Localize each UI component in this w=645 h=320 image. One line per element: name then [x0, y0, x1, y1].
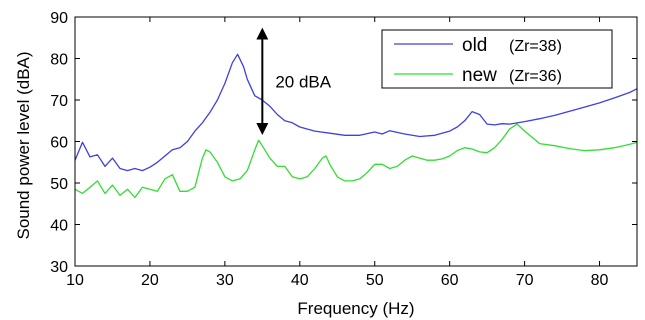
legend: old (Zr=38) new (Zr=36): [381, 29, 613, 89]
x-tick-label: 80: [591, 272, 609, 289]
legend-label-new: new: [462, 65, 497, 86]
y-tick-label: 80: [50, 52, 68, 69]
series-line-new: [74, 123, 638, 199]
annotation-label: 20 dBA: [275, 72, 331, 91]
x-axis-title: Frequency (Hz): [297, 299, 414, 318]
series-layer: [74, 53, 638, 199]
legend-suffix-new: (Zr=36): [509, 68, 562, 85]
legend-box: [381, 29, 613, 89]
y-tick-label: 70: [50, 93, 68, 110]
annotation-layer: 20 dBA: [256, 27, 332, 136]
ticks-layer: 10 20 30 40 50 60 70 80 30 40 50 60 70 80 90: [50, 10, 637, 289]
x-tick-label: 20: [141, 272, 159, 289]
y-tick-label: 50: [50, 176, 68, 193]
y-tick-label: 30: [50, 259, 68, 276]
x-tick-label: 10: [66, 272, 84, 289]
legend-label-old: old: [462, 35, 487, 56]
x-tick-label: 70: [516, 272, 534, 289]
y-tick-label: 90: [50, 10, 68, 27]
series-line-old: [74, 53, 638, 172]
x-tick-label: 40: [291, 272, 309, 289]
y-tick-label: 40: [50, 218, 68, 235]
x-tick-label: 30: [216, 272, 234, 289]
y-tick-label: 60: [50, 135, 68, 152]
x-tick-label: 50: [366, 272, 384, 289]
y-axis-title: Sound power level (dBA): [14, 51, 33, 239]
legend-suffix-old: (Zr=38): [509, 38, 562, 55]
x-tick-label: 60: [441, 272, 459, 289]
